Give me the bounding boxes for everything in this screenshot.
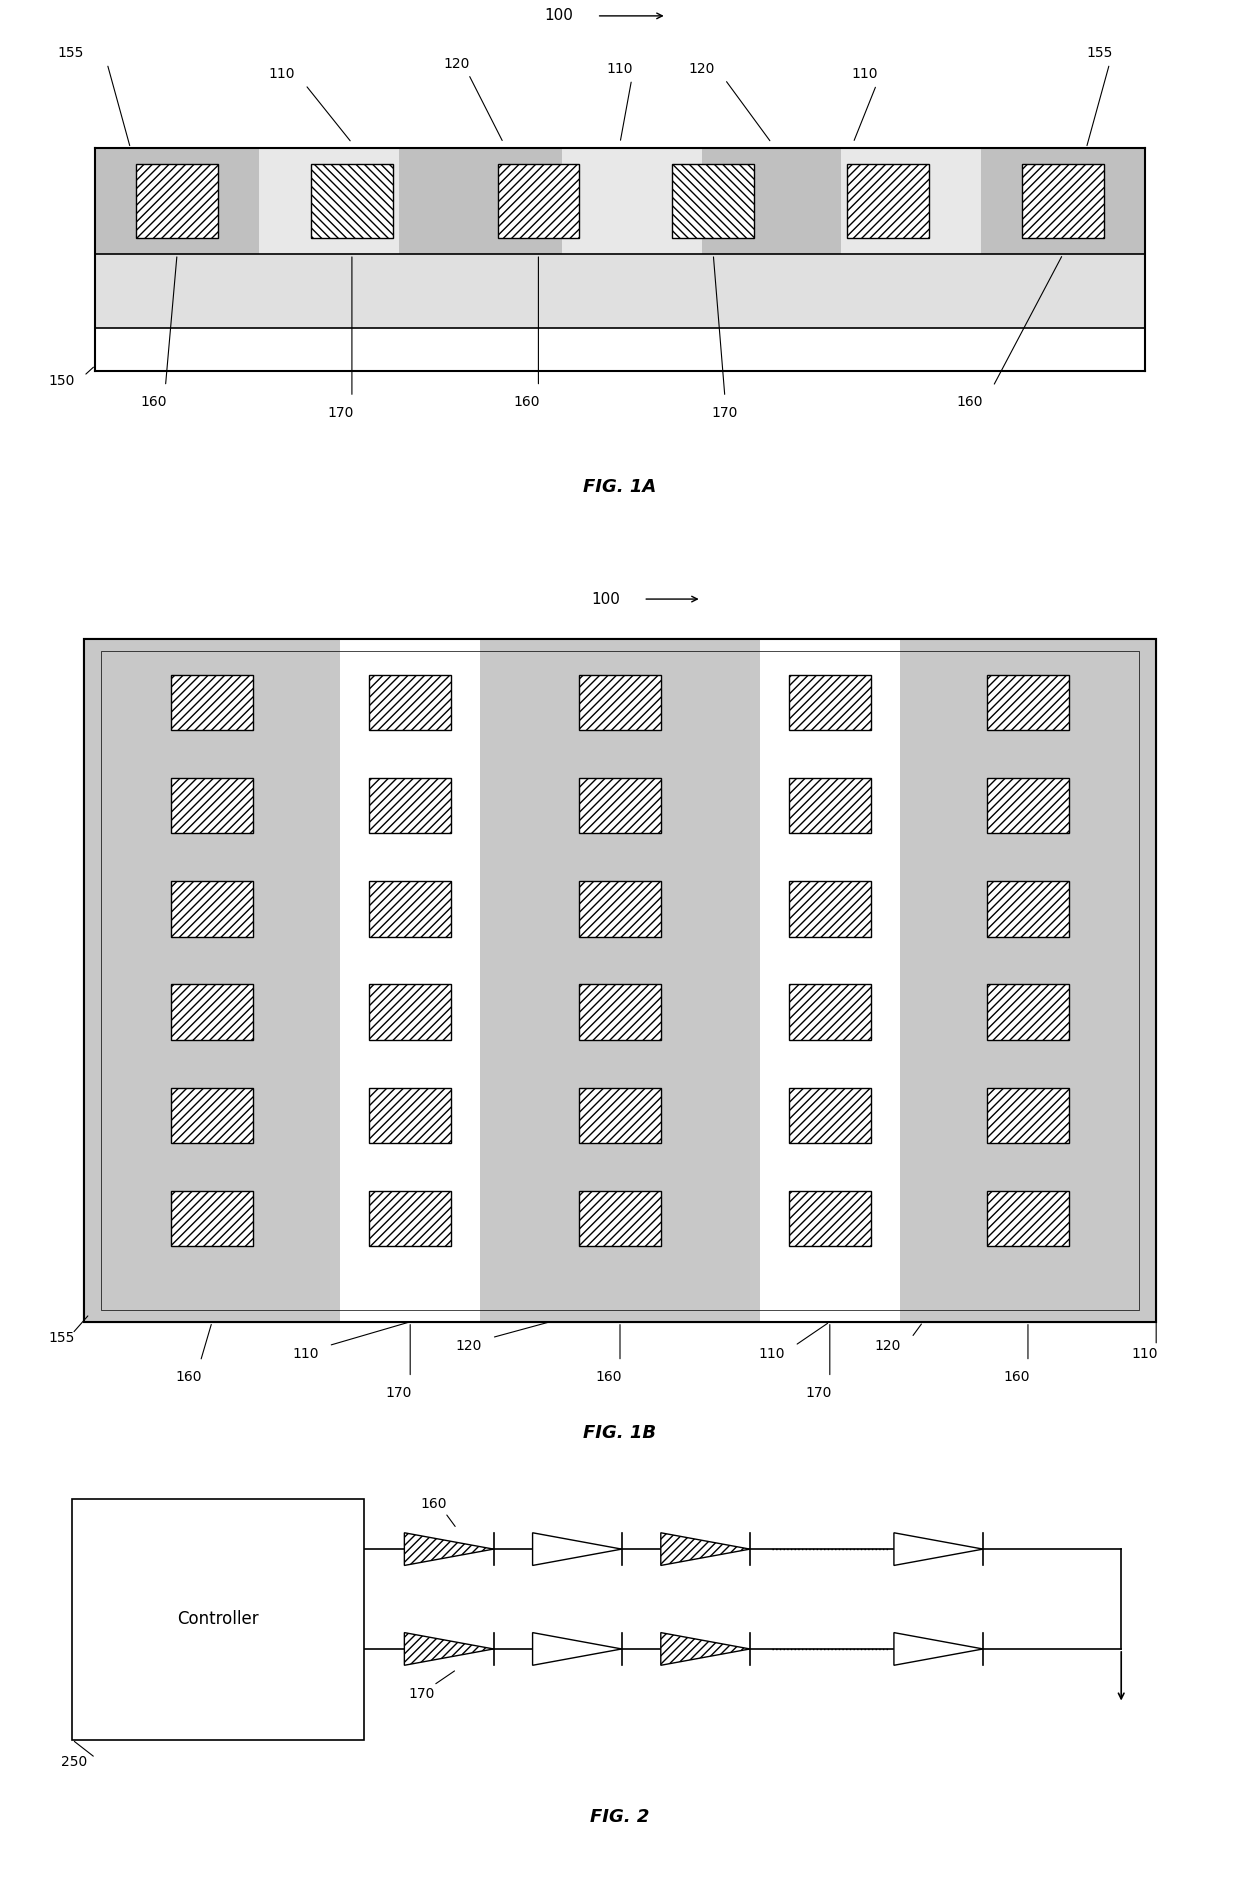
- Text: 170: 170: [712, 407, 738, 420]
- Text: Controller: Controller: [177, 1611, 259, 1628]
- Bar: [171, 1191, 253, 1246]
- Polygon shape: [661, 1534, 750, 1566]
- Bar: [370, 985, 451, 1040]
- Text: 155: 155: [1086, 45, 1112, 61]
- Text: FIG. 1B: FIG. 1B: [584, 1424, 656, 1443]
- Text: 160: 160: [956, 395, 983, 410]
- Text: 170: 170: [805, 1386, 831, 1401]
- Polygon shape: [532, 1632, 621, 1666]
- Polygon shape: [661, 1632, 750, 1666]
- Text: 170: 170: [409, 1687, 435, 1702]
- Text: 160: 160: [420, 1496, 446, 1511]
- Polygon shape: [404, 1534, 494, 1566]
- Bar: [789, 777, 870, 834]
- Bar: [497, 165, 579, 238]
- Bar: [789, 1191, 870, 1246]
- Text: 160: 160: [176, 1371, 202, 1384]
- Bar: [987, 1191, 1069, 1246]
- Bar: [171, 881, 253, 936]
- Polygon shape: [894, 1534, 983, 1566]
- Bar: [480, 639, 760, 1322]
- Bar: [370, 881, 451, 936]
- Bar: [398, 147, 562, 253]
- Polygon shape: [404, 1632, 494, 1666]
- Bar: [95, 147, 259, 253]
- Bar: [370, 777, 451, 834]
- Text: 155: 155: [57, 45, 84, 61]
- Bar: [987, 985, 1069, 1040]
- Bar: [136, 165, 218, 238]
- Bar: [370, 1087, 451, 1142]
- Text: 170: 170: [327, 407, 353, 420]
- Bar: [562, 147, 702, 253]
- Text: 110: 110: [759, 1346, 785, 1362]
- Polygon shape: [894, 1632, 983, 1666]
- Bar: [84, 639, 1156, 1322]
- Text: 250: 250: [61, 1755, 87, 1770]
- Text: 160: 160: [595, 1371, 621, 1384]
- Bar: [579, 1087, 661, 1142]
- Bar: [579, 985, 661, 1040]
- Bar: [171, 777, 253, 834]
- Bar: [672, 165, 754, 238]
- Text: 100: 100: [591, 592, 620, 607]
- Bar: [579, 1191, 661, 1246]
- Bar: [370, 1191, 451, 1246]
- Text: 160: 160: [513, 395, 539, 410]
- Bar: [789, 675, 870, 730]
- Bar: [311, 165, 393, 238]
- Bar: [842, 147, 981, 253]
- Text: FIG. 1A: FIG. 1A: [583, 478, 657, 495]
- Text: 110: 110: [269, 66, 295, 81]
- Text: 160: 160: [1003, 1371, 1029, 1384]
- Text: 170: 170: [386, 1386, 412, 1401]
- Bar: [579, 675, 661, 730]
- Bar: [789, 881, 870, 936]
- Text: 110: 110: [1131, 1346, 1158, 1362]
- Text: 120: 120: [688, 62, 714, 76]
- Bar: [95, 253, 1145, 329]
- Bar: [789, 1087, 870, 1142]
- Bar: [847, 165, 929, 238]
- Text: 110: 110: [293, 1346, 319, 1362]
- Text: 120: 120: [444, 57, 470, 70]
- Text: 160: 160: [140, 395, 167, 410]
- Text: 110: 110: [606, 62, 634, 76]
- Bar: [84, 639, 340, 1322]
- Bar: [84, 639, 1156, 1322]
- Bar: [171, 675, 253, 730]
- Bar: [987, 1087, 1069, 1142]
- Bar: [579, 881, 661, 936]
- Bar: [789, 985, 870, 1040]
- Bar: [702, 147, 842, 253]
- Bar: [579, 777, 661, 834]
- Text: 120: 120: [875, 1339, 901, 1352]
- Bar: [171, 985, 253, 1040]
- Bar: [102, 651, 1138, 1310]
- Text: 100: 100: [544, 8, 573, 23]
- Bar: [1022, 165, 1104, 238]
- Bar: [95, 329, 1145, 371]
- Polygon shape: [532, 1534, 621, 1566]
- Text: FIG. 2: FIG. 2: [590, 1808, 650, 1827]
- Bar: [900, 639, 1156, 1322]
- Text: 150: 150: [48, 374, 76, 388]
- Bar: [981, 147, 1145, 253]
- Bar: [987, 777, 1069, 834]
- Bar: [370, 675, 451, 730]
- Text: 110: 110: [852, 66, 878, 81]
- Bar: [987, 675, 1069, 730]
- Text: 155: 155: [48, 1331, 76, 1345]
- Bar: [259, 147, 398, 253]
- Text: 120: 120: [455, 1339, 481, 1352]
- Bar: [340, 639, 480, 1322]
- Bar: [760, 639, 900, 1322]
- Bar: [987, 881, 1069, 936]
- Bar: [171, 1087, 253, 1142]
- Bar: [72, 1500, 363, 1740]
